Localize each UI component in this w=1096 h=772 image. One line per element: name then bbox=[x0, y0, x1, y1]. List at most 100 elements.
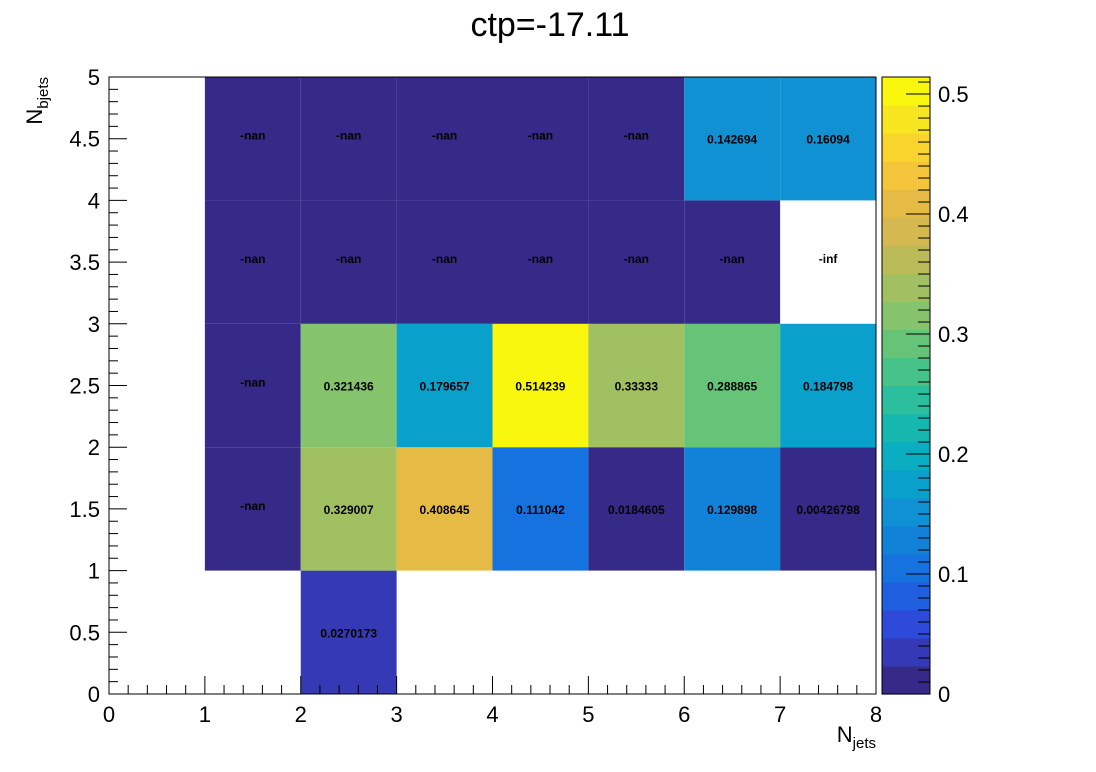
x-tick-label: 3 bbox=[391, 702, 403, 727]
heatmap-cell bbox=[492, 200, 589, 324]
colorbar-segment bbox=[882, 273, 930, 302]
cell-value-label: -nan bbox=[528, 129, 553, 143]
heatmap-cell bbox=[396, 323, 493, 448]
heatmap-cell bbox=[588, 77, 685, 201]
heatmap-cell bbox=[684, 323, 781, 448]
y-axis-title: Nbjets bbox=[22, 77, 52, 125]
cell-value-label: -nan bbox=[432, 252, 457, 266]
heatmap-cell bbox=[300, 200, 397, 324]
y-axis: 0 0.5 1 1.5 2 2.5 3 3.5 4 4.5 5 bbox=[69, 65, 127, 707]
colorbar-tick-label: 0.4 bbox=[938, 202, 969, 227]
cell-value-label: 0.408645 bbox=[420, 503, 470, 517]
y-tick-label: 4 bbox=[88, 188, 100, 213]
cell-value-label: 0.288865 bbox=[707, 380, 757, 394]
cell-value-label: 0.0184605 bbox=[608, 503, 665, 517]
cell-value-label: -nan bbox=[240, 129, 265, 143]
cell-value-label: 0.329007 bbox=[324, 503, 374, 517]
heatmap-cell bbox=[684, 77, 781, 201]
x-tick-label: 5 bbox=[582, 702, 594, 727]
x-tick-label: 6 bbox=[678, 702, 690, 727]
cell-value-label: -nan bbox=[720, 252, 745, 266]
heatmap-cell bbox=[396, 447, 493, 571]
y-tick-label: 1 bbox=[88, 559, 100, 584]
colorbar-segment bbox=[882, 441, 930, 471]
colorbar-segment bbox=[882, 581, 930, 611]
heatmap-cell-labels: 0.0270173 -nan 0.329007 0.408645 0.111042 0.0… bbox=[240, 129, 860, 641]
cell-value-label: 0.514239 bbox=[515, 380, 565, 394]
colorbar-segment bbox=[882, 161, 930, 190]
cell-value-label: -nan bbox=[336, 129, 361, 143]
x-tick-label: 1 bbox=[199, 702, 211, 727]
cell-value-label: -nan bbox=[624, 129, 649, 143]
y-tick-label: 1.5 bbox=[69, 497, 100, 522]
cell-value-label: -nan bbox=[240, 499, 265, 513]
colorbar-segment bbox=[882, 133, 930, 162]
colorbar-segment bbox=[882, 301, 930, 331]
heatmap-cell bbox=[396, 200, 493, 324]
cell-value-label: 0.142694 bbox=[707, 133, 757, 147]
heatmap-cell bbox=[300, 323, 397, 448]
colorbar-tick-label: 0.2 bbox=[938, 442, 969, 467]
heatmap-cell bbox=[204, 447, 301, 571]
heatmap-cell bbox=[396, 77, 493, 201]
heatmap-cell bbox=[492, 323, 589, 448]
y-tick-label: 4.5 bbox=[69, 127, 100, 152]
heatmap-cell bbox=[588, 447, 685, 571]
x-axis-title-sub: jets bbox=[852, 735, 876, 752]
y-tick-label: 3.5 bbox=[69, 250, 100, 275]
cell-value-label: -nan bbox=[240, 252, 265, 266]
colorbar-tick-label: 0.3 bbox=[938, 322, 969, 347]
x-axis-title-main: N bbox=[837, 722, 853, 747]
cell-value-label: 0.321436 bbox=[324, 380, 374, 394]
y-axis-title-sub: bjets bbox=[35, 77, 52, 109]
cell-value-label: 0.33333 bbox=[615, 380, 659, 394]
heatmap-cell bbox=[684, 200, 781, 324]
cell-value-label: 0.179657 bbox=[420, 380, 470, 394]
x-tick-label: 0 bbox=[103, 702, 115, 727]
cell-value-label: 0.129898 bbox=[707, 503, 757, 517]
colorbar-segment bbox=[882, 77, 930, 106]
colorbar-segment bbox=[882, 189, 930, 218]
heatmap-cells bbox=[204, 77, 876, 694]
heatmap-cell bbox=[204, 200, 301, 324]
cell-value-label: 0.184798 bbox=[803, 380, 853, 394]
y-tick-label: 5 bbox=[88, 65, 100, 90]
heatmap-cell bbox=[780, 323, 876, 448]
heatmap-cell bbox=[300, 447, 397, 571]
y-tick-label: 0.5 bbox=[69, 620, 100, 645]
y-tick-label: 0 bbox=[88, 682, 100, 707]
cell-value-label: 0.16094 bbox=[806, 133, 850, 147]
cell-value-label: 0.00426798 bbox=[796, 503, 860, 517]
cell-value-label: -inf bbox=[819, 252, 839, 266]
heatmap-cell bbox=[300, 77, 397, 201]
colorbar-segment bbox=[882, 665, 930, 695]
colorbar-segment bbox=[882, 637, 930, 667]
y-tick-label: 3 bbox=[88, 312, 100, 337]
colorbar-tick-label: 0.5 bbox=[938, 82, 969, 107]
heatmap-cell bbox=[588, 323, 685, 448]
heatmap-cell bbox=[492, 77, 589, 201]
heatmap-cell bbox=[204, 323, 301, 448]
x-tick-label: 7 bbox=[774, 702, 786, 727]
cell-value-label: 0.111042 bbox=[516, 503, 565, 517]
y-tick-label: 2.5 bbox=[69, 374, 100, 399]
colorbar: 0 0.1 0.2 0.3 0.4 0.5 bbox=[881, 76, 969, 707]
colorbar-segment bbox=[882, 357, 930, 387]
colorbar-segment bbox=[882, 105, 930, 134]
x-axis: 0 1 2 3 4 5 6 7 8 bbox=[103, 676, 882, 727]
y-tick-label: 2 bbox=[88, 435, 100, 460]
heatmap-cell bbox=[684, 447, 781, 571]
colorbar-segment bbox=[882, 217, 930, 246]
cell-value-label: -nan bbox=[528, 252, 553, 266]
cell-value-label: -nan bbox=[240, 376, 265, 390]
cell-value-label: -nan bbox=[432, 129, 457, 143]
colorbar-segment bbox=[882, 553, 930, 583]
colorbar-tick-label: 0 bbox=[938, 682, 950, 707]
cell-value-label: -nan bbox=[624, 252, 649, 266]
heatmap-cell bbox=[300, 570, 397, 694]
x-tick-label: 8 bbox=[870, 702, 882, 727]
heatmap-cell bbox=[492, 447, 589, 571]
colorbar-tick-label: 0.1 bbox=[938, 562, 969, 587]
heatmap-cell bbox=[780, 77, 876, 201]
heatmap-cell bbox=[588, 200, 685, 324]
